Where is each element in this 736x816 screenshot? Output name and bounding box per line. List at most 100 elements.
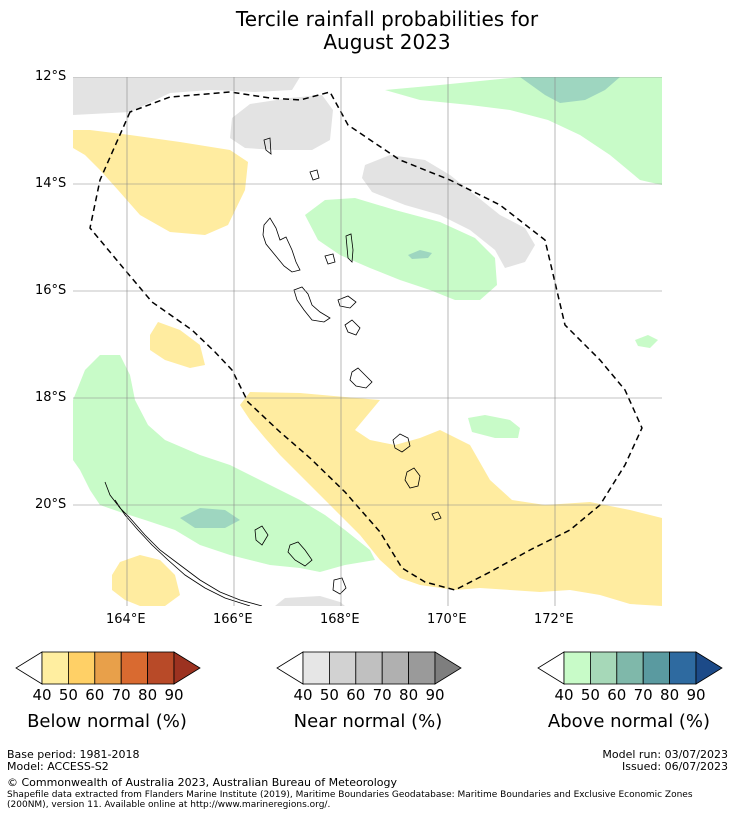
colorbar-tick: 80: [660, 686, 680, 704]
copyright: © Commonwealth of Australia 2023, Austra…: [7, 776, 397, 789]
coastline-new-caledonia: [114, 499, 251, 606]
above-normal-region: [385, 77, 662, 185]
colorbar-extend-low: [537, 651, 565, 685]
lat-label: 16°S: [35, 283, 67, 298]
colorbar-segment: [381, 651, 410, 685]
colorbar-segment: [94, 651, 122, 685]
colorbar-tick: 40: [32, 686, 52, 704]
island-outline: [344, 319, 361, 336]
colorbar-tick: 90: [686, 686, 706, 704]
below-normal-region: [112, 555, 180, 606]
colorbar-segment: [355, 651, 383, 685]
lat-label: 18°S: [35, 390, 67, 405]
below-normal-region: [73, 130, 248, 235]
colorbar-tick: 90: [425, 686, 445, 704]
colorbar-tick: 70: [111, 686, 131, 704]
colorbar-segment: [120, 651, 148, 685]
coastline-new-caledonia: [104, 481, 263, 606]
lon-label: 166°E: [213, 612, 253, 627]
island-outline: [345, 233, 354, 263]
eez-boundary: [89, 91, 643, 591]
base-period: Base period: 1981-2018: [7, 748, 140, 761]
island-outline: [309, 169, 320, 181]
island-outline: [262, 217, 301, 273]
colorbar-segment: [302, 651, 330, 685]
near-normal-label: Near normal (%): [293, 711, 443, 732]
colorbar-tick: 40: [554, 686, 574, 704]
colorbar-tick: 80: [399, 686, 419, 704]
colorbar-extend-high: [173, 651, 201, 685]
shapefile-credit-2: (200NM), version 11. Available online at…: [7, 800, 331, 810]
below-normal-colorbar: [15, 651, 201, 685]
above-normal-region: [635, 335, 658, 348]
near-normal-colorbar: [276, 651, 462, 685]
near-normal-region: [275, 596, 345, 606]
lon-label: 164°E: [106, 612, 146, 627]
colorbar-segment: [590, 651, 618, 685]
title-line-1: Tercile rainfall probabilities for: [235, 7, 539, 31]
title-line-2: August 2023: [323, 30, 451, 54]
colorbar-tick: 70: [372, 686, 392, 704]
lon-label: 172°E: [534, 612, 574, 627]
colorbars: [15, 651, 723, 685]
above-normal-region: [468, 415, 520, 438]
colorbar-tick: 70: [633, 686, 653, 704]
colorbar-tick: 60: [85, 686, 105, 704]
colorbar-segment: [328, 651, 357, 685]
issued-date: Issued: 06/07/2023: [621, 760, 728, 773]
island-outline: [404, 467, 421, 489]
colorbar-extend-high: [695, 651, 723, 685]
lon-label: 170°E: [427, 612, 467, 627]
above-normal-label: Above normal (%): [547, 711, 711, 732]
colorbar-segment: [408, 651, 436, 685]
model-name: Model: ACCESS-S2: [7, 760, 109, 773]
lat-label: 20°S: [35, 497, 67, 512]
lon-label: 168°E: [320, 612, 360, 627]
gridlines: [73, 77, 662, 606]
shapefile-credit-1: Shapefile data extracted from Flanders M…: [7, 790, 693, 800]
below-normal-region: [150, 322, 205, 368]
colorbar-segment: [41, 651, 69, 685]
colorbar-tick: 50: [580, 686, 600, 704]
island-outline: [349, 367, 373, 389]
colorbar-tick: 60: [346, 686, 366, 704]
island-outline: [431, 511, 442, 521]
above-normal-region: [180, 508, 240, 528]
island-outline: [337, 295, 357, 309]
colorbar-tick: 60: [607, 686, 627, 704]
island-outline: [324, 253, 336, 265]
colorbar-segment: [563, 651, 591, 685]
map-title: Tercile rainfall probabilities for Augus…: [0, 8, 736, 54]
above-normal-region: [520, 77, 620, 103]
colorbar-segment: [68, 651, 96, 685]
island-outline: [332, 577, 347, 595]
above-normal-region: [408, 250, 432, 259]
colorbar-segment: [669, 651, 697, 685]
island-outline: [254, 525, 269, 546]
colorbar-segment: [642, 651, 671, 685]
island-outline: [287, 541, 313, 567]
lat-label: 12°S: [35, 69, 67, 84]
model-run: Model run: 03/07/2023: [602, 748, 728, 761]
colorbar-extend-low: [15, 651, 43, 685]
island-outline: [392, 433, 411, 453]
below-normal-label: Below normal (%): [27, 711, 187, 732]
above-normal-colorbar: [537, 651, 723, 685]
below-normal-region: [240, 392, 662, 606]
colorbar-tick: 50: [58, 686, 78, 704]
lat-label: 14°S: [35, 176, 67, 191]
colorbar-segment: [147, 651, 175, 685]
colorbar-tick: 50: [319, 686, 339, 704]
colorbar-tick: 40: [293, 686, 313, 704]
colorbar-segment: [616, 651, 644, 685]
colorbar-extend-low: [276, 651, 304, 685]
near-normal-region: [230, 95, 333, 150]
colorbar-tick: 80: [138, 686, 158, 704]
near-normal-region: [362, 155, 535, 268]
colorbar-extend-high: [434, 651, 462, 685]
above-normal-region: [73, 355, 375, 572]
island-outline: [293, 286, 331, 323]
above-normal-region: [305, 198, 497, 300]
colorbar-tick: 90: [164, 686, 184, 704]
